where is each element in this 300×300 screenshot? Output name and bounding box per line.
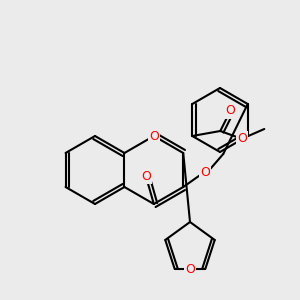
Text: O: O	[149, 130, 159, 142]
Text: O: O	[237, 133, 247, 146]
Text: O: O	[141, 169, 151, 182]
Text: O: O	[185, 262, 195, 275]
Text: O: O	[225, 104, 235, 118]
Text: O: O	[200, 166, 210, 178]
